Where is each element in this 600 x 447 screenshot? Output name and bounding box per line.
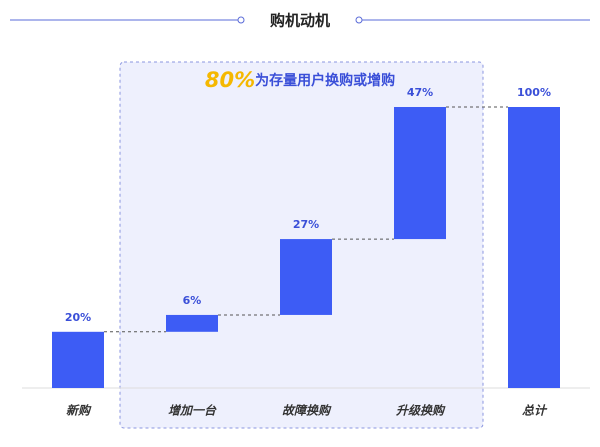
x-tick-label: 总计 — [522, 404, 548, 418]
x-tick-label: 故障换购 — [282, 404, 332, 418]
annotation-text: 为存量用户换购或增购 — [255, 72, 395, 89]
value-label: 47% — [407, 86, 433, 99]
x-tick-label: 新购 — [66, 404, 92, 418]
value-label: 100% — [517, 86, 551, 99]
value-label: 20% — [65, 311, 91, 324]
annotation-highlight: 80% — [205, 68, 255, 92]
bar — [394, 107, 446, 240]
title-dot — [355, 16, 363, 24]
annotation: 80%为存量用户换购或增购 — [205, 68, 395, 92]
bar — [508, 107, 560, 388]
bar — [166, 314, 218, 332]
value-label: 6% — [183, 294, 202, 307]
bar — [280, 239, 332, 315]
chart-title: 购机动机 — [270, 12, 330, 30]
bar — [52, 331, 104, 388]
title-dot — [237, 16, 245, 24]
value-label: 27% — [293, 218, 319, 231]
x-tick-label: 增加一台 — [168, 404, 217, 418]
x-tick-label: 升级换购 — [395, 404, 446, 418]
